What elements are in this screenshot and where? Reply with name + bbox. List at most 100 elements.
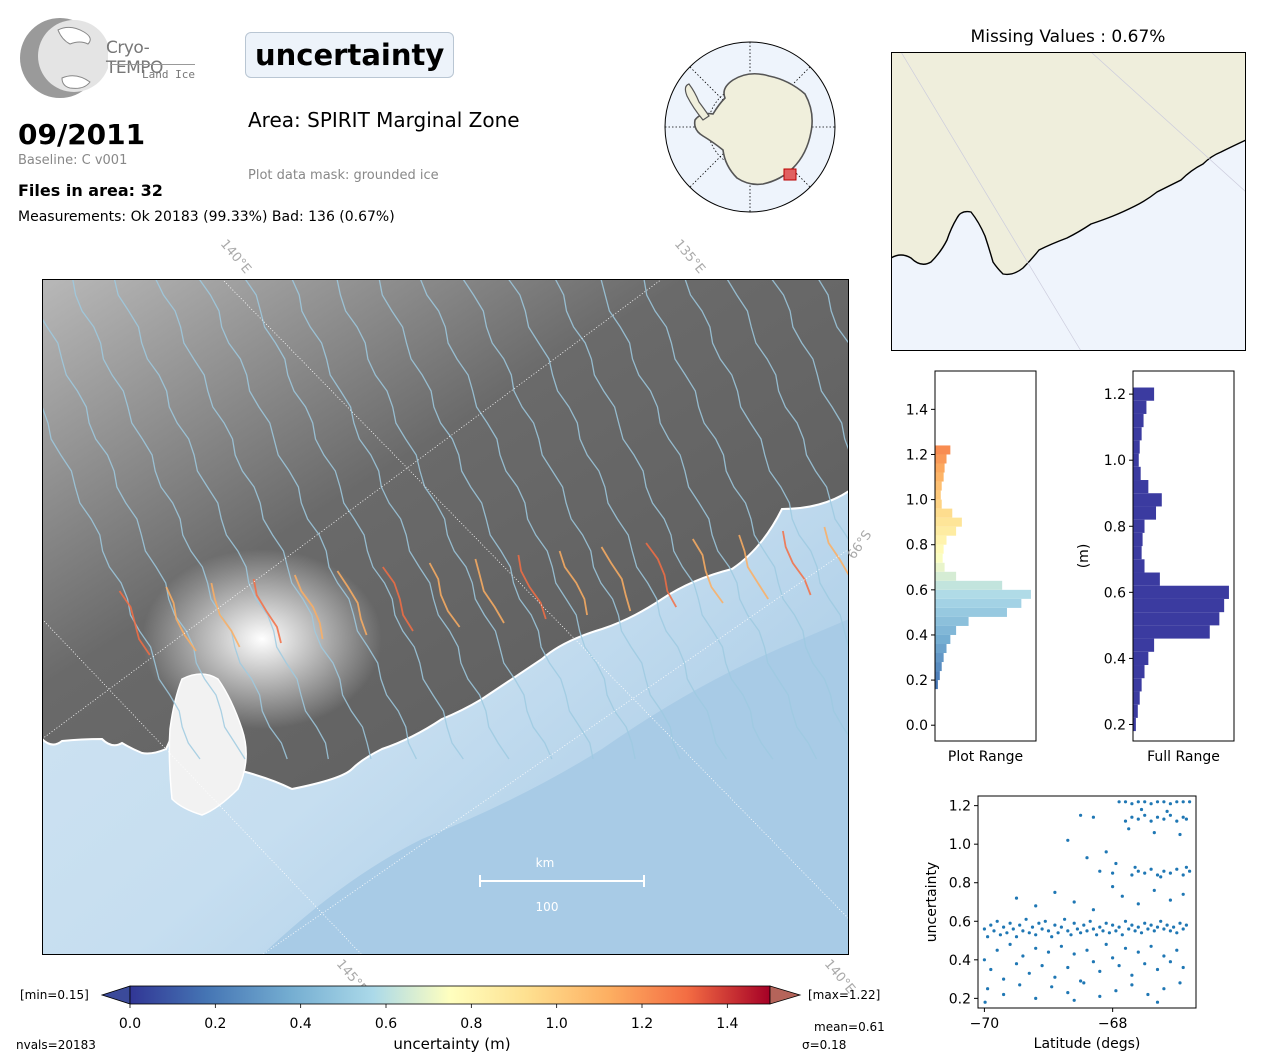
sigma-label: σ=0.18: [802, 1038, 847, 1052]
histogram-full-range: 0.2 0.4 0.6 0.8 1.0 1.2 Full Range (m): [1076, 370, 1235, 765]
histogram-bar: [1133, 612, 1220, 626]
scatter-point: [1117, 925, 1121, 929]
colorbar-max-label: [max=1.22]: [808, 988, 881, 1002]
histogram-bar: [1133, 466, 1141, 481]
colorbar-min-extend: [100, 985, 131, 1005]
ground-track-high-uncertainty: [738, 534, 769, 600]
scatter-point: [992, 929, 996, 933]
scatter-point: [1008, 942, 1012, 946]
scatter-point: [1127, 827, 1131, 831]
histogram-bar: [1133, 625, 1210, 639]
map-graticule: [42, 279, 849, 955]
ground-track: [42, 317, 246, 760]
scatter-point: [1104, 850, 1108, 854]
scatter-point: [1143, 871, 1147, 875]
scatter-point: [1050, 935, 1054, 939]
scatter-point: [1075, 927, 1079, 931]
scatter-point: [1178, 832, 1182, 837]
scatter-point: [1155, 967, 1160, 972]
colorbar-tick-label: 0.4: [290, 1016, 312, 1032]
scatter-point: [995, 948, 999, 952]
histogram-bar: [1133, 427, 1142, 441]
scatter-point: [1155, 873, 1160, 877]
scatter-point: [1165, 923, 1169, 927]
histogram-bar: [1133, 480, 1149, 494]
scatter-point: [1085, 929, 1089, 933]
histogram-xlabel: Plot Range: [948, 749, 1023, 765]
y-tick-label: 1.0: [906, 493, 928, 509]
histogram-bar: [935, 517, 962, 527]
histogram-bar: [1133, 413, 1144, 428]
scatter-point: [1088, 919, 1092, 923]
scatter-point: [1133, 865, 1137, 869]
scatter-point: [1011, 927, 1015, 931]
scatter-point: [1168, 871, 1172, 875]
scatter-point: [1175, 819, 1179, 823]
ground-track-high-uncertainty: [336, 570, 368, 636]
scatter-point: [1168, 929, 1172, 933]
scatter-point: [1162, 800, 1166, 804]
scatter-point: [1014, 896, 1019, 900]
ground-track: [600, 279, 818, 760]
colorbar-tick-label: 1.4: [716, 1016, 738, 1032]
histogram-bar: [1133, 572, 1160, 586]
scatter-point: [1130, 973, 1134, 977]
y-tick-label: 0.8: [1104, 519, 1126, 535]
colorbar-gradient: [129, 985, 771, 1005]
scatter-point: [1053, 975, 1057, 979]
y-tick-label: 0.6: [906, 583, 928, 599]
histogram-bar: [1133, 546, 1142, 560]
scatter-point: [989, 967, 993, 972]
scatter-point: [1155, 815, 1160, 819]
ground-track-high-uncertainty: [600, 546, 632, 612]
scatter-point: [1079, 979, 1083, 983]
ground-track-high-uncertainty: [252, 578, 282, 644]
histogram-bar: [935, 662, 942, 672]
scatter-point: [1040, 964, 1044, 968]
scatter-point: [1021, 929, 1025, 933]
ground-track: [244, 279, 464, 760]
scatter-point: [1114, 861, 1118, 866]
lon-label-140e-bottom: 140°E: [821, 957, 858, 994]
lon-label-text: 140°E: [217, 237, 254, 277]
scatter-point: [1046, 950, 1051, 954]
scatter-point: [1130, 873, 1134, 877]
x-tick-label: −68: [1098, 1016, 1128, 1032]
scatter-point: [1152, 929, 1156, 933]
scatter-point: [1107, 931, 1111, 935]
scatter-point: [1104, 942, 1108, 946]
scalebar-value: 100: [536, 900, 559, 914]
colorbar-tick-label: 0.8: [460, 1016, 482, 1032]
histogram-plot-range: 0.0 0.2 0.4 0.6 0.8 1.0 1.2 1.4 Plot Range: [906, 370, 1037, 765]
y-tick-label: 0.6: [1104, 585, 1126, 601]
logo-subtitle: Land Ice: [142, 68, 195, 81]
scatter-point: [1136, 902, 1140, 906]
parameter-title: uncertainty: [245, 32, 455, 78]
scatter-point: [1155, 925, 1160, 929]
scatter-point: [1175, 931, 1179, 935]
scatter-point: [1152, 831, 1156, 835]
scatter-point: [1063, 917, 1067, 921]
scatter-point: [1130, 815, 1134, 819]
scatter-point: [1002, 977, 1006, 981]
colorbar-tick-label: 0.0: [119, 1016, 141, 1032]
colorbar-max-extend: [769, 985, 802, 1005]
ground-track: [72, 279, 288, 760]
histogram-bar: [1133, 717, 1136, 732]
ground-track-high-uncertainty: [210, 582, 241, 648]
scatter-point: [1130, 983, 1134, 987]
scatter-point: [1030, 925, 1035, 929]
logo-divider: [110, 64, 195, 65]
lat-label-text: 66°S: [848, 528, 875, 562]
x-tick-label: −70: [970, 1016, 1000, 1032]
area-label: Area: SPIRIT Marginal Zone: [248, 108, 520, 132]
ground-track-high-uncertainty: [293, 574, 324, 640]
scatter-point: [1098, 925, 1102, 929]
scatter-point: [1175, 867, 1179, 871]
scatter-point: [1056, 931, 1060, 935]
satellite-ground-tracks: [42, 279, 849, 760]
scatter-point: [1168, 898, 1172, 902]
scatter-point: [1162, 869, 1166, 873]
ground-track: [378, 279, 594, 760]
histogram-bar: [935, 508, 953, 518]
